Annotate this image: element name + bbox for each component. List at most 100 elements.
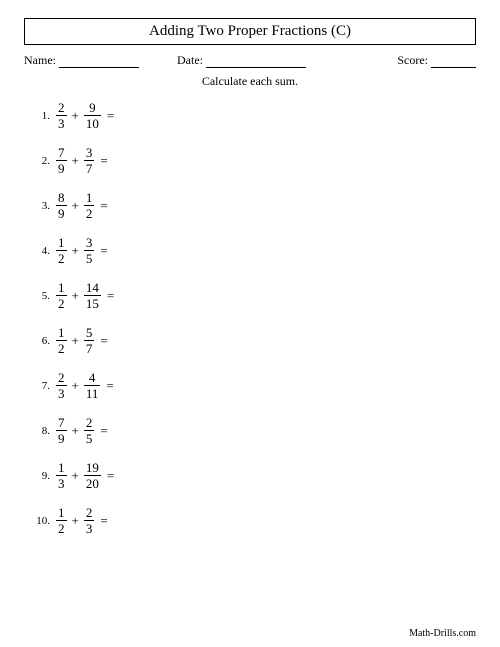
problem-row: 4.12+35= bbox=[34, 236, 476, 265]
plus-sign: + bbox=[67, 243, 84, 259]
name-label: Name: bbox=[24, 53, 56, 68]
fraction-a: 13 bbox=[56, 461, 67, 490]
problem-number: 7. bbox=[34, 380, 56, 392]
fraction-a: 23 bbox=[56, 101, 67, 130]
equals-sign: = bbox=[94, 513, 107, 529]
numerator: 19 bbox=[84, 461, 101, 475]
denominator: 2 bbox=[56, 250, 67, 265]
problem-row: 5.12+1415= bbox=[34, 281, 476, 310]
plus-sign: + bbox=[67, 423, 84, 439]
name-field: Name: bbox=[24, 53, 139, 68]
denominator: 5 bbox=[84, 250, 95, 265]
plus-sign: + bbox=[67, 288, 84, 304]
fraction-b: 1415 bbox=[84, 281, 101, 310]
plus-sign: + bbox=[67, 468, 84, 484]
numerator: 9 bbox=[87, 101, 98, 115]
problems-list: 1.23+910=2.79+37=3.89+12=4.12+35=5.12+14… bbox=[24, 101, 476, 535]
problem-row: 8.79+25= bbox=[34, 416, 476, 445]
problem-number: 5. bbox=[34, 290, 56, 302]
problem-number: 10. bbox=[34, 515, 56, 527]
date-label: Date: bbox=[177, 53, 203, 68]
problem-row: 6.12+57= bbox=[34, 326, 476, 355]
fraction-a: 12 bbox=[56, 236, 67, 265]
denominator: 3 bbox=[56, 385, 67, 400]
score-input-line[interactable] bbox=[431, 56, 476, 68]
numerator: 2 bbox=[56, 101, 67, 115]
numerator: 14 bbox=[84, 281, 101, 295]
page-title: Adding Two Proper Fractions (C) bbox=[24, 18, 476, 45]
problem-row: 10.12+23= bbox=[34, 506, 476, 535]
problem-row: 9.13+1920= bbox=[34, 461, 476, 490]
plus-sign: + bbox=[67, 378, 84, 394]
plus-sign: + bbox=[67, 198, 84, 214]
numerator: 4 bbox=[87, 371, 98, 385]
numerator: 3 bbox=[84, 146, 95, 160]
plus-sign: + bbox=[67, 333, 84, 349]
denominator: 2 bbox=[84, 205, 95, 220]
numerator: 1 bbox=[84, 191, 95, 205]
date-field: Date: bbox=[177, 53, 306, 68]
fraction-b: 57 bbox=[84, 326, 95, 355]
numerator: 2 bbox=[84, 416, 95, 430]
instruction-text: Calculate each sum. bbox=[24, 74, 476, 89]
numerator: 1 bbox=[56, 281, 67, 295]
denominator: 2 bbox=[56, 520, 67, 535]
numerator: 7 bbox=[56, 416, 67, 430]
fraction-b: 910 bbox=[84, 101, 101, 130]
numerator: 2 bbox=[56, 371, 67, 385]
equals-sign: = bbox=[94, 243, 107, 259]
problem-number: 1. bbox=[34, 110, 56, 122]
problem-number: 4. bbox=[34, 245, 56, 257]
equals-sign: = bbox=[101, 468, 114, 484]
footer-credit: Math-Drills.com bbox=[409, 628, 476, 639]
numerator: 2 bbox=[84, 506, 95, 520]
problem-row: 3.89+12= bbox=[34, 191, 476, 220]
numerator: 1 bbox=[56, 461, 67, 475]
equals-sign: = bbox=[94, 423, 107, 439]
fraction-b: 37 bbox=[84, 146, 95, 175]
numerator: 1 bbox=[56, 506, 67, 520]
score-field: Score: bbox=[397, 53, 476, 68]
numerator: 1 bbox=[56, 236, 67, 250]
worksheet-page: Adding Two Proper Fractions (C) Name: Da… bbox=[0, 0, 500, 647]
equals-sign: = bbox=[94, 198, 107, 214]
denominator: 3 bbox=[56, 115, 67, 130]
name-input-line[interactable] bbox=[59, 56, 139, 68]
denominator: 11 bbox=[84, 385, 101, 400]
problem-row: 1.23+910= bbox=[34, 101, 476, 130]
denominator: 2 bbox=[56, 340, 67, 355]
equals-sign: = bbox=[94, 153, 107, 169]
numerator: 3 bbox=[84, 236, 95, 250]
date-input-line[interactable] bbox=[206, 56, 306, 68]
equals-sign: = bbox=[101, 108, 114, 124]
problem-number: 2. bbox=[34, 155, 56, 167]
denominator: 9 bbox=[56, 160, 67, 175]
fraction-b: 1920 bbox=[84, 461, 101, 490]
denominator: 3 bbox=[56, 475, 67, 490]
equals-sign: = bbox=[100, 378, 113, 394]
fraction-a: 79 bbox=[56, 146, 67, 175]
problem-number: 3. bbox=[34, 200, 56, 212]
denominator: 9 bbox=[56, 430, 67, 445]
score-label: Score: bbox=[397, 53, 428, 68]
plus-sign: + bbox=[67, 513, 84, 529]
equals-sign: = bbox=[94, 333, 107, 349]
fraction-a: 12 bbox=[56, 281, 67, 310]
fraction-a: 12 bbox=[56, 326, 67, 355]
fraction-a: 12 bbox=[56, 506, 67, 535]
plus-sign: + bbox=[67, 108, 84, 124]
denominator: 7 bbox=[84, 340, 95, 355]
fraction-b: 35 bbox=[84, 236, 95, 265]
numerator: 1 bbox=[56, 326, 67, 340]
fraction-b: 25 bbox=[84, 416, 95, 445]
meta-row: Name: Date: Score: bbox=[24, 53, 476, 68]
fraction-a: 89 bbox=[56, 191, 67, 220]
fraction-a: 23 bbox=[56, 371, 67, 400]
equals-sign: = bbox=[101, 288, 114, 304]
denominator: 9 bbox=[56, 205, 67, 220]
fraction-b: 23 bbox=[84, 506, 95, 535]
denominator: 15 bbox=[84, 295, 101, 310]
numerator: 7 bbox=[56, 146, 67, 160]
denominator: 7 bbox=[84, 160, 95, 175]
problem-row: 7.23+411= bbox=[34, 371, 476, 400]
